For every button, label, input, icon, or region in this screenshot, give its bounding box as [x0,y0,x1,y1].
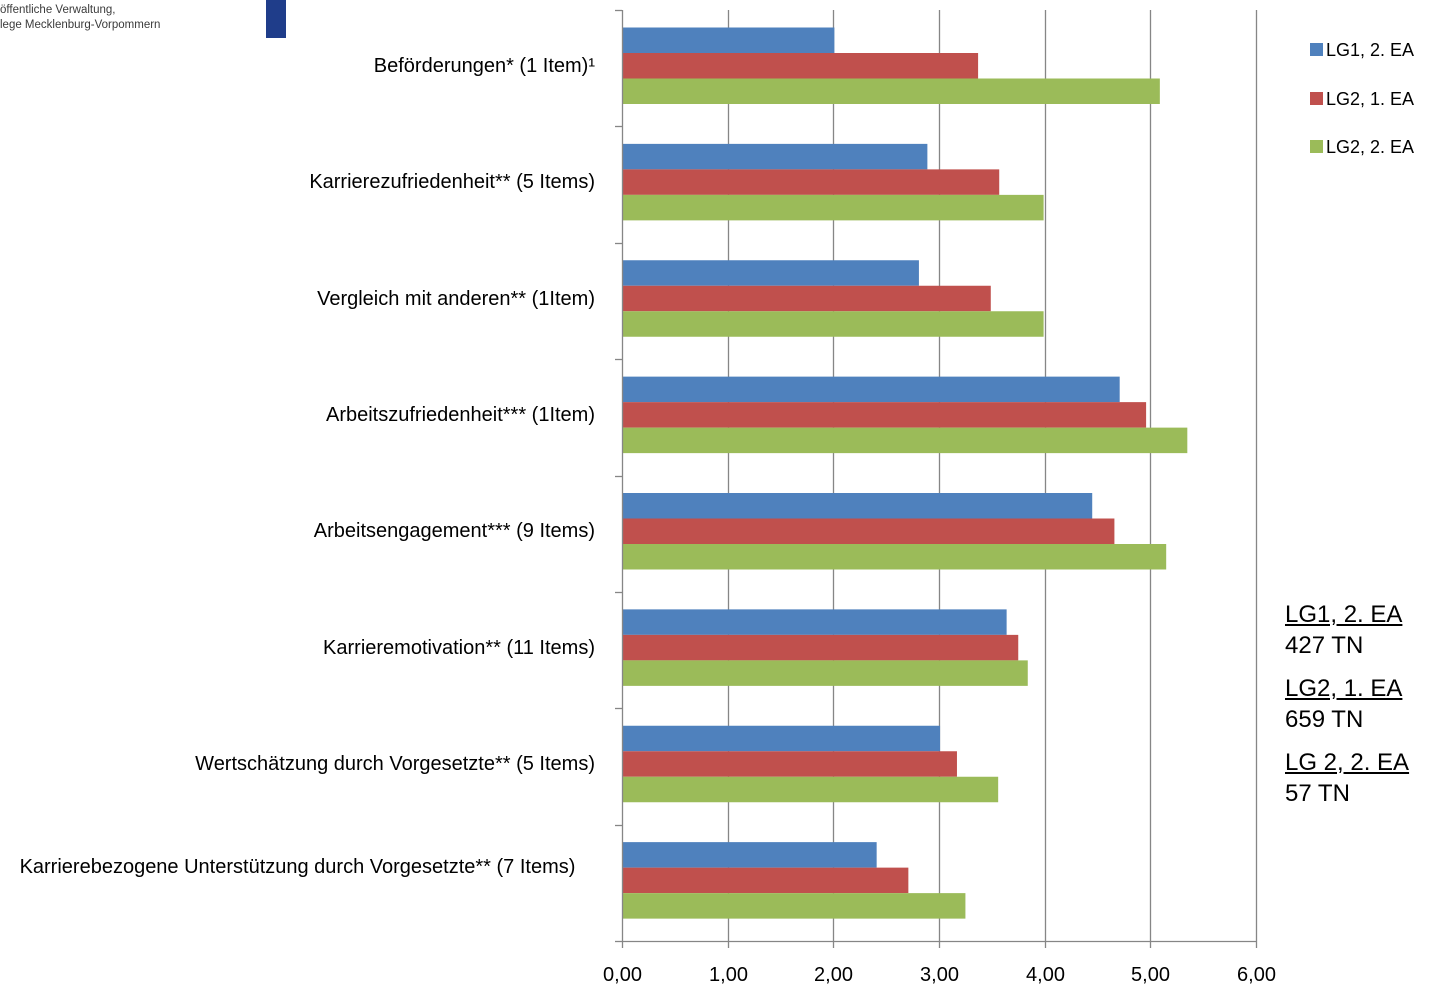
x-tick-label: 1,00 [709,964,748,986]
legend-label: LG2, 1. EA [1326,88,1415,109]
sample-group-title: LG 2, 2. EA [1285,749,1410,776]
bar-lg2-1ea [622,518,1115,544]
category-label: Karrieremotivation** (11 Items) [323,636,595,659]
x-tick-label: 6,00 [1237,964,1276,986]
bar-lg2-2ea [622,427,1188,454]
bar-lg1-2ea [622,725,941,752]
bar-lg2-2ea [622,893,966,919]
logo-text-line1: öffentliche Verwaltung, [0,4,116,16]
legend-label: LG2, 2. EA [1326,137,1415,157]
logo: öffentliche Verwaltung, lege Mecklenburg… [0,0,290,40]
category-label: Karrierebezogene Unterstützung durch Vor… [19,856,576,879]
bar-lg2-2ea [622,78,1160,104]
bar-lg1-2ea [622,376,1120,403]
category-label: Beförderungen* (1 Item)¹ [373,54,595,77]
sample-group-title: LG2, 1. EA [1285,675,1403,702]
bar-lg1-2ea [622,842,877,868]
category-label: Vergleich mit anderen** (1Item) [317,287,595,310]
sample-size-info: LG1, 2. EA 427 TN LG2, 1. EA 659 TN LG 2… [1285,599,1409,821]
x-tick-label: 3,00 [920,964,959,986]
bar-lg1-2ea [622,493,1093,519]
sample-group: LG2, 1. EA 659 TN [1285,673,1409,735]
bar-lg1-2ea [622,27,835,53]
bar-lg2-2ea [622,194,1044,221]
bar-lg2-2ea [622,776,999,803]
x-tick-label: 4,00 [1026,964,1065,986]
bar-lg1-2ea [622,260,919,286]
legend-swatch-lg2-1ea [1310,91,1323,105]
bar-lg2-1ea [622,285,991,312]
x-tick-label: 5,00 [1131,964,1170,986]
legend-label: LG1, 2. EA [1326,40,1415,60]
bar-lg2-1ea [622,751,957,777]
bar-lg2-1ea [622,634,1019,661]
logo-text-line2: lege Mecklenburg-Vorpommern [0,19,161,31]
bar-lg2-1ea [622,169,1000,195]
sample-group-title: LG1, 2. EA [1285,601,1403,628]
bar-lg2-2ea [622,660,1028,686]
category-label: Arbeitszufriedenheit*** (1Item) [325,403,595,426]
sample-group: LG 2, 2. EA 57 TN [1285,747,1409,809]
logo-blue-bar [266,0,286,38]
bar-lg2-2ea [622,544,1167,570]
sample-group-count: 659 TN [1285,706,1364,733]
legend-swatch-lg1-2ea [1310,43,1323,56]
sample-group-count: 57 TN [1285,780,1350,807]
bar-lg2-1ea [622,867,909,894]
category-label: Karrierezufriedenheit** (5 Items) [309,171,595,194]
bar-lg1-2ea [622,143,928,170]
sample-group: LG1, 2. EA 427 TN [1285,599,1409,661]
category-label: Arbeitsengagement*** (9 Items) [313,520,595,543]
bar-lg2-2ea [622,311,1044,337]
legend-swatch-lg2-2ea [1310,140,1323,153]
bar-lg1-2ea [622,609,1007,635]
sample-group-count: 427 TN [1285,632,1364,659]
bar-lg2-1ea [622,402,1147,428]
x-tick-label: 2,00 [814,964,853,986]
x-tick-label: 0,00 [603,964,642,986]
bar-chart: 0,00 1,00 2,00 3,00 4,00 5,00 6,00 [603,9,1276,986]
bar-lg2-1ea [622,53,979,79]
category-label: Wertschätzung durch Vorgesetzte** (5 Ite… [195,753,595,775]
